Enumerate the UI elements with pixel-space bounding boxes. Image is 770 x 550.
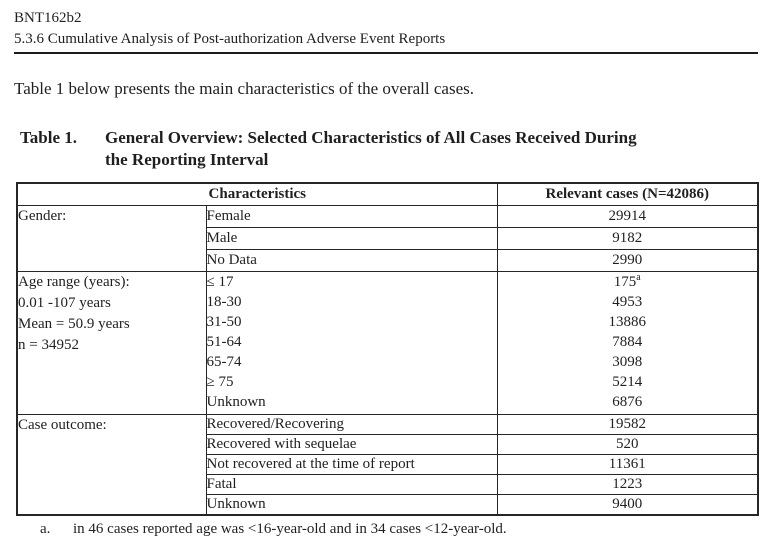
category-cell: Not recovered at the time of report (205, 454, 498, 475)
table-header-row: Characteristics Relevant cases (N=42086) (16, 182, 759, 206)
table-row-age-range: Age range (years): 0.01 -107 years Mean … (16, 271, 759, 415)
column-header-relevant-cases: Relevant cases (N=42086) (496, 182, 759, 206)
table-caption-label: Table 1. (20, 128, 78, 147)
category-cell: Male (205, 227, 498, 250)
age-value: 6876 (612, 394, 643, 410)
table-footnote: a. in 46 cases reported age was <16-year… (40, 519, 760, 539)
column-header-characteristics: Characteristics (16, 182, 498, 206)
intro-paragraph: Table 1 below presents the main characte… (14, 79, 474, 98)
footnote-marker: a. (40, 521, 51, 537)
category-cell: Recovered with sequelae (205, 434, 498, 455)
footnote-text: in 46 cases reported age was <16-year-ol… (73, 521, 507, 537)
table-caption: Table 1. General Overview: Selected Char… (14, 127, 760, 171)
age-label-line: 0.01 -107 years (18, 295, 111, 311)
document-title: BNT162b2 (14, 10, 82, 26)
table-caption-text: General Overview: Selected Characteristi… (105, 127, 637, 171)
document-section-heading: 5.3.6 Cumulative Analysis of Post-author… (14, 31, 446, 47)
value-cell: 9400 (496, 494, 759, 516)
characteristics-table: Characteristics Relevant cases (N=42086)… (16, 182, 759, 516)
table-caption-line-1: General Overview: Selected Characteristi… (105, 128, 637, 147)
category-cell: Fatal (205, 474, 498, 495)
value-cell: 19582 (496, 414, 759, 435)
value-cell: 11361 (496, 454, 759, 475)
value-cell: 2990 (496, 249, 759, 272)
age-category: 65-74 (206, 354, 242, 370)
age-label-line: n = 34952 (18, 337, 79, 353)
age-value: 13886 (608, 314, 647, 330)
value-cell: 1223 (496, 474, 759, 495)
case-outcome-section-label: Case outcome: (16, 414, 207, 516)
age-value: 3098 (612, 354, 643, 370)
gender-section-label: Gender: (16, 205, 207, 272)
age-label-line: Mean = 50.9 years (18, 316, 130, 332)
table-row-outcome-fatal: Fatal 1223 (17, 474, 759, 495)
age-value: 4953 (612, 294, 643, 310)
table-row-gender-female: Gender: Female 29914 (16, 205, 759, 272)
category-cell: Unknown (205, 494, 498, 516)
table-row-outcome-recovered: Case outcome: Recovered/Recovering 19582 (16, 414, 759, 516)
value-cell: 520 (496, 434, 759, 455)
table-caption-line-2: the Reporting Interval (105, 150, 269, 169)
age-value: 7884 (612, 334, 643, 350)
age-category: 31-50 (206, 314, 242, 330)
category-cell: Recovered/Recovering (205, 414, 498, 435)
age-section-label: Age range (years): 0.01 -107 years Mean … (16, 271, 207, 415)
value-cell: 29914 (496, 205, 759, 228)
age-value: 175a (498, 272, 757, 293)
table-row-outcome-unknown: Unknown 9400 (17, 494, 759, 516)
table-row-outcome-sequelae: Recovered with sequelae 520 (17, 434, 759, 455)
age-value-number: 175 (613, 274, 637, 290)
age-values-cell: 175a 4953 13886 7884 3098 5214 6876 (496, 271, 759, 415)
value-cell: 9182 (496, 227, 759, 250)
age-categories-cell: ≤ 17 18-30 31-50 51-64 65-74 ≥ 75 Unknow… (205, 271, 498, 415)
age-category: ≤ 17 (206, 274, 234, 290)
category-cell: No Data (205, 249, 498, 272)
age-value: 5214 (612, 374, 643, 390)
document-header: BNT162b2 5.3.6 Cumulative Analysis of Po… (14, 8, 758, 54)
category-cell: Female (205, 205, 498, 228)
footnote-superscript: a (636, 272, 641, 283)
age-category: 18-30 (206, 294, 242, 310)
age-category: ≥ 75 (206, 374, 234, 390)
age-category: 51-64 (206, 334, 242, 350)
age-category: Unknown (206, 394, 266, 410)
age-label-line: Age range (years): (18, 274, 130, 290)
